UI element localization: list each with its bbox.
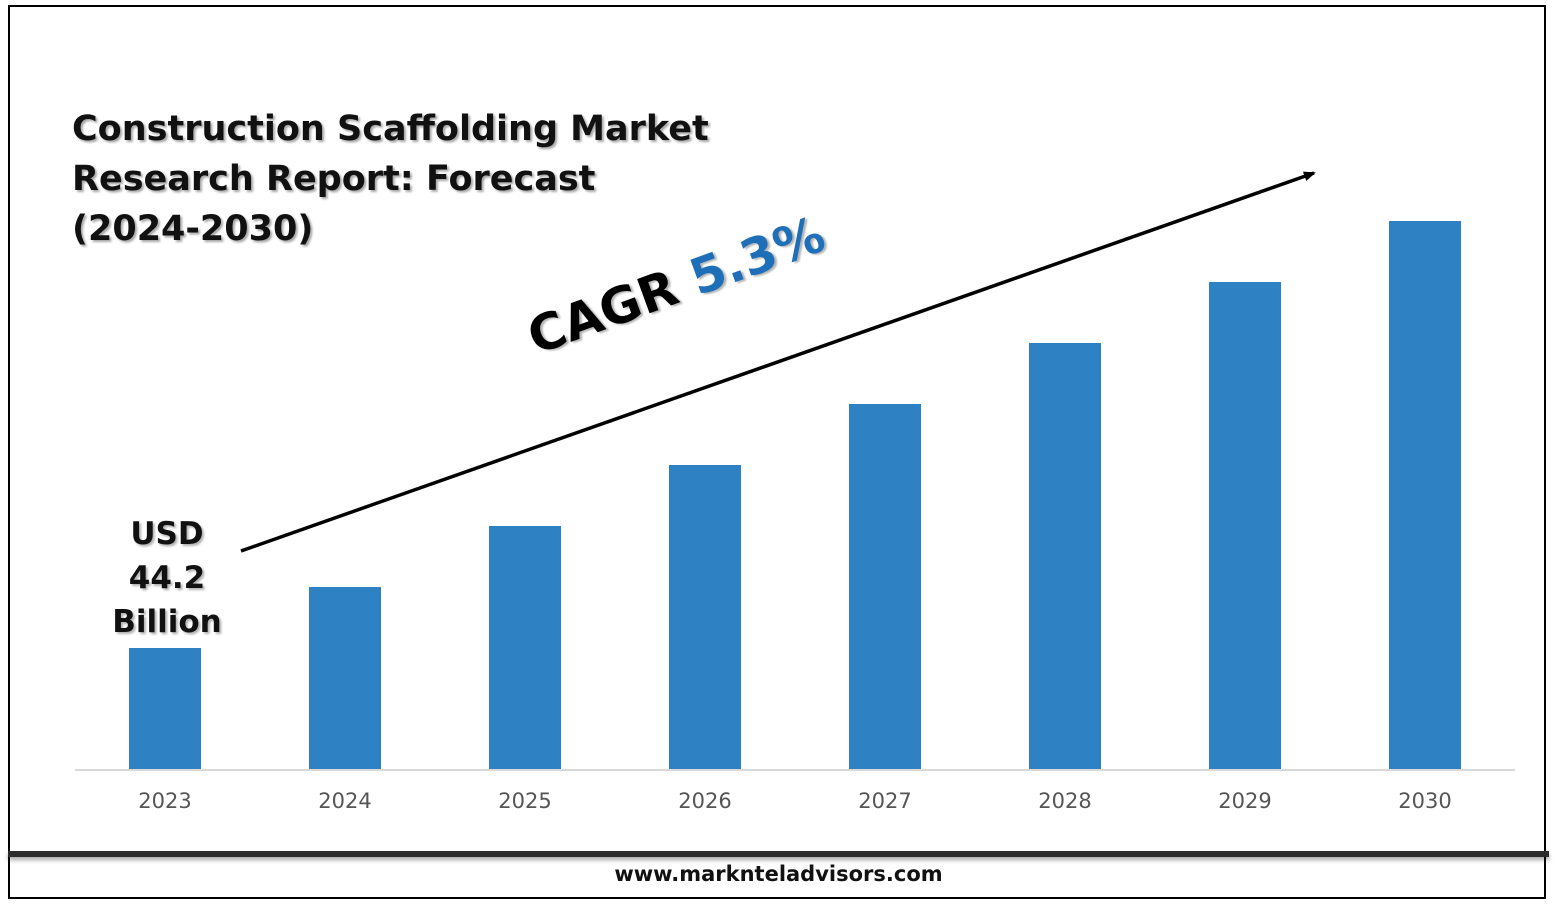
bar-2024	[309, 587, 381, 770]
growth-arrow	[240, 171, 1316, 553]
bars-group	[129, 221, 1461, 770]
bar-2030	[1389, 221, 1461, 770]
x-tick-2030: 2030	[1398, 789, 1451, 813]
start-value-label: USD 44.2 Billion	[104, 512, 230, 644]
bar-2027	[849, 404, 921, 770]
x-tick-2024: 2024	[318, 789, 371, 813]
footer-website: www.marknteladvisors.com	[614, 862, 943, 886]
bar-2028	[1029, 343, 1101, 770]
start-value-unit: Billion	[112, 604, 222, 640]
bar-2029	[1209, 282, 1281, 770]
chart-title: Construction Scaffolding Market Research…	[72, 109, 709, 249]
x-tick-2027: 2027	[858, 789, 911, 813]
x-tick-2028: 2028	[1038, 789, 1091, 813]
chart-frame	[8, 5, 1546, 899]
bar-2025	[489, 526, 561, 770]
x-tick-2023: 2023	[138, 789, 191, 813]
start-value-number: 44.2	[128, 560, 206, 596]
start-value-currency: USD	[130, 516, 204, 552]
footer-divider	[8, 851, 1549, 857]
x-tick-2026: 2026	[678, 789, 731, 813]
bar-2023	[129, 648, 201, 770]
bar-2026	[669, 465, 741, 770]
x-tick-labels: 2023 2024 2025 2026 2027 2028 2029 2030	[138, 789, 1451, 813]
x-tick-2029: 2029	[1218, 789, 1271, 813]
x-tick-2025: 2025	[498, 789, 551, 813]
